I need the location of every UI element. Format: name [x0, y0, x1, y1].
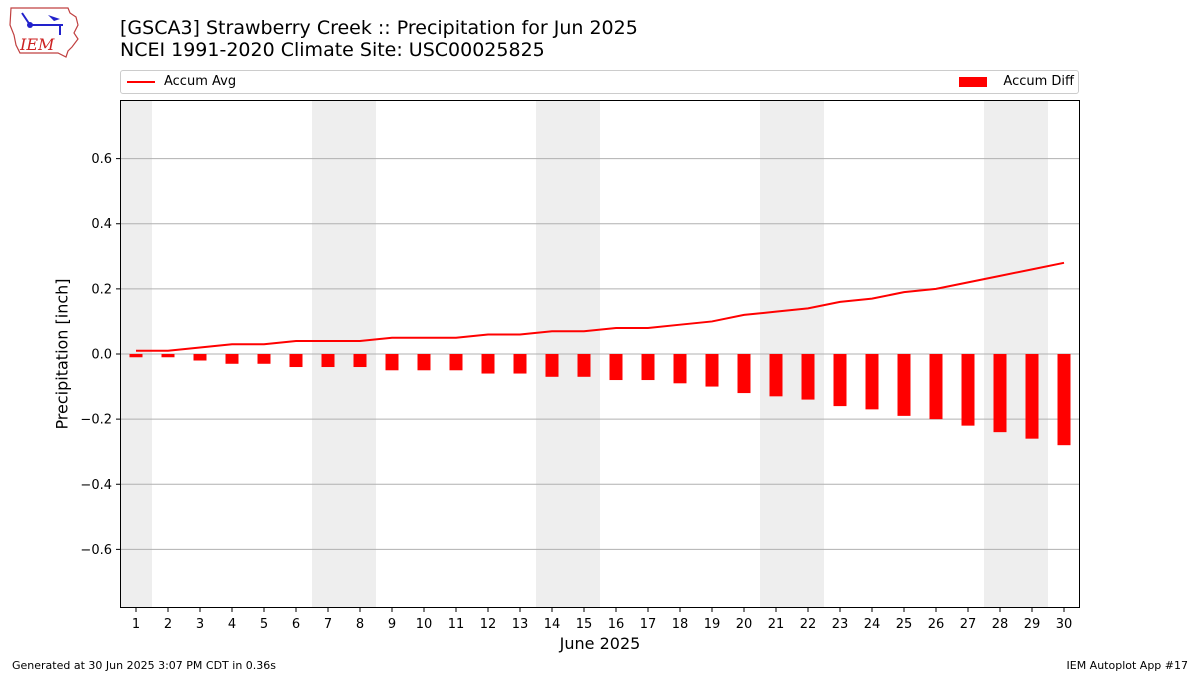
- x-tick-label: 14: [544, 617, 561, 632]
- x-tick-label: 12: [480, 617, 497, 632]
- accum-avg-line: [136, 261, 1065, 352]
- x-tick-label: 20: [736, 617, 753, 632]
- accum-diff-bar: [577, 354, 591, 377]
- accum-diff-bar: [993, 354, 1007, 433]
- accum-diff-bar: [353, 354, 367, 368]
- accum-diff-bar: [641, 354, 655, 381]
- x-tick-label: 17: [640, 617, 657, 632]
- x-tick-label: 8: [356, 617, 364, 632]
- y-axis-label: Precipitation [inch]: [52, 278, 72, 430]
- y-tick-label: 0.2: [91, 282, 112, 297]
- accum-diff-bar: [769, 354, 783, 397]
- accum-diff-bar: [417, 354, 431, 371]
- x-tick-label: 21: [768, 617, 785, 632]
- x-tick-label: 7: [324, 617, 332, 632]
- y-tick-label: −0.4: [80, 478, 112, 493]
- accum-diff-bar: [193, 354, 207, 361]
- x-tick-label: 24: [864, 617, 881, 632]
- x-tick-label: 10: [416, 617, 433, 632]
- accum-diff-bar: [289, 354, 303, 368]
- accum-diff-bar: [1057, 354, 1071, 446]
- accum-diff-bar: [897, 354, 911, 416]
- x-tick-label: 23: [832, 617, 849, 632]
- accum-diff-bar: [513, 354, 527, 374]
- x-tick-label: 30: [1056, 617, 1073, 632]
- accum-diff-bar: [545, 354, 559, 377]
- legend-bar-label: Accum Diff: [1003, 74, 1074, 89]
- x-tick-label: 3: [196, 617, 204, 632]
- x-tick-label: 25: [896, 617, 913, 632]
- x-tick-label: 4: [228, 617, 236, 632]
- legend-line-swatch: [127, 81, 155, 83]
- chart-title-line1: [GSCA3] Strawberry Creek :: Precipitatio…: [120, 17, 638, 39]
- app-credit: IEM Autoplot App #17: [1066, 659, 1189, 672]
- y-tick-label: −0.2: [80, 413, 112, 428]
- accum-diff-bar: [833, 354, 847, 407]
- generated-note: Generated at 30 Jun 2025 3:07 PM CDT in …: [12, 659, 277, 672]
- x-axis-label: June 2025: [559, 634, 641, 653]
- x-tick-label: 22: [800, 617, 817, 632]
- plot-frame: [120, 100, 1080, 608]
- x-tick-label: 19: [704, 617, 721, 632]
- accum-diff-bar: [129, 354, 143, 358]
- accum-diff-bar: [225, 354, 239, 364]
- accum-diff-bar: [929, 354, 943, 420]
- accum-diff-bar: [321, 354, 335, 368]
- logo-text: IEM: [19, 35, 55, 54]
- accum-diff-bar: [161, 354, 175, 358]
- accum-diff-bar: [801, 354, 815, 400]
- x-tick-label: 1: [132, 617, 140, 632]
- accum-diff-bar: [481, 354, 495, 374]
- x-tick-label: 18: [672, 617, 689, 632]
- x-tick-label: 2: [164, 617, 172, 632]
- x-tick-label: 28: [992, 617, 1009, 632]
- chart-title-line2: NCEI 1991-2020 Climate Site: USC00025825: [120, 39, 545, 61]
- accum-diff-bar: [865, 354, 879, 410]
- x-tick-label: 9: [388, 617, 396, 632]
- iem-logo: IEM: [9, 7, 79, 58]
- chart-legend: Accum Avg Accum Diff: [120, 70, 1079, 94]
- accum-diff-bar: [257, 354, 271, 364]
- y-tick-label: 0.0: [91, 348, 112, 363]
- chart-title: [GSCA3] Strawberry Creek :: Precipitatio…: [120, 17, 638, 61]
- x-tick-label: 13: [512, 617, 529, 632]
- accum-diff-bar: [673, 354, 687, 384]
- x-tick-label: 6: [292, 617, 300, 632]
- x-tick-label: 27: [960, 617, 977, 632]
- x-tick-label: 15: [576, 617, 593, 632]
- x-tick-label: 5: [260, 617, 268, 632]
- accum-diff-bar: [609, 354, 623, 381]
- accum-diff-bar: [1025, 354, 1039, 439]
- accum-diff-bar: [737, 354, 751, 394]
- x-tick-label: 11: [448, 617, 465, 632]
- accum-diff-bar: [705, 354, 719, 387]
- accum-diff-bar: [449, 354, 463, 371]
- x-tick-label: 16: [608, 617, 625, 632]
- x-tick-label: 26: [928, 617, 945, 632]
- accum-diff-bar: [385, 354, 399, 371]
- legend-bar-swatch: [959, 77, 987, 87]
- x-tick-label: 29: [1024, 617, 1041, 632]
- y-tick-label: 0.6: [91, 152, 112, 167]
- y-tick-label: 0.4: [91, 217, 112, 232]
- y-tick-label: −0.6: [80, 543, 112, 558]
- accum-diff-bar: [961, 354, 975, 426]
- legend-line-label: Accum Avg: [164, 74, 237, 89]
